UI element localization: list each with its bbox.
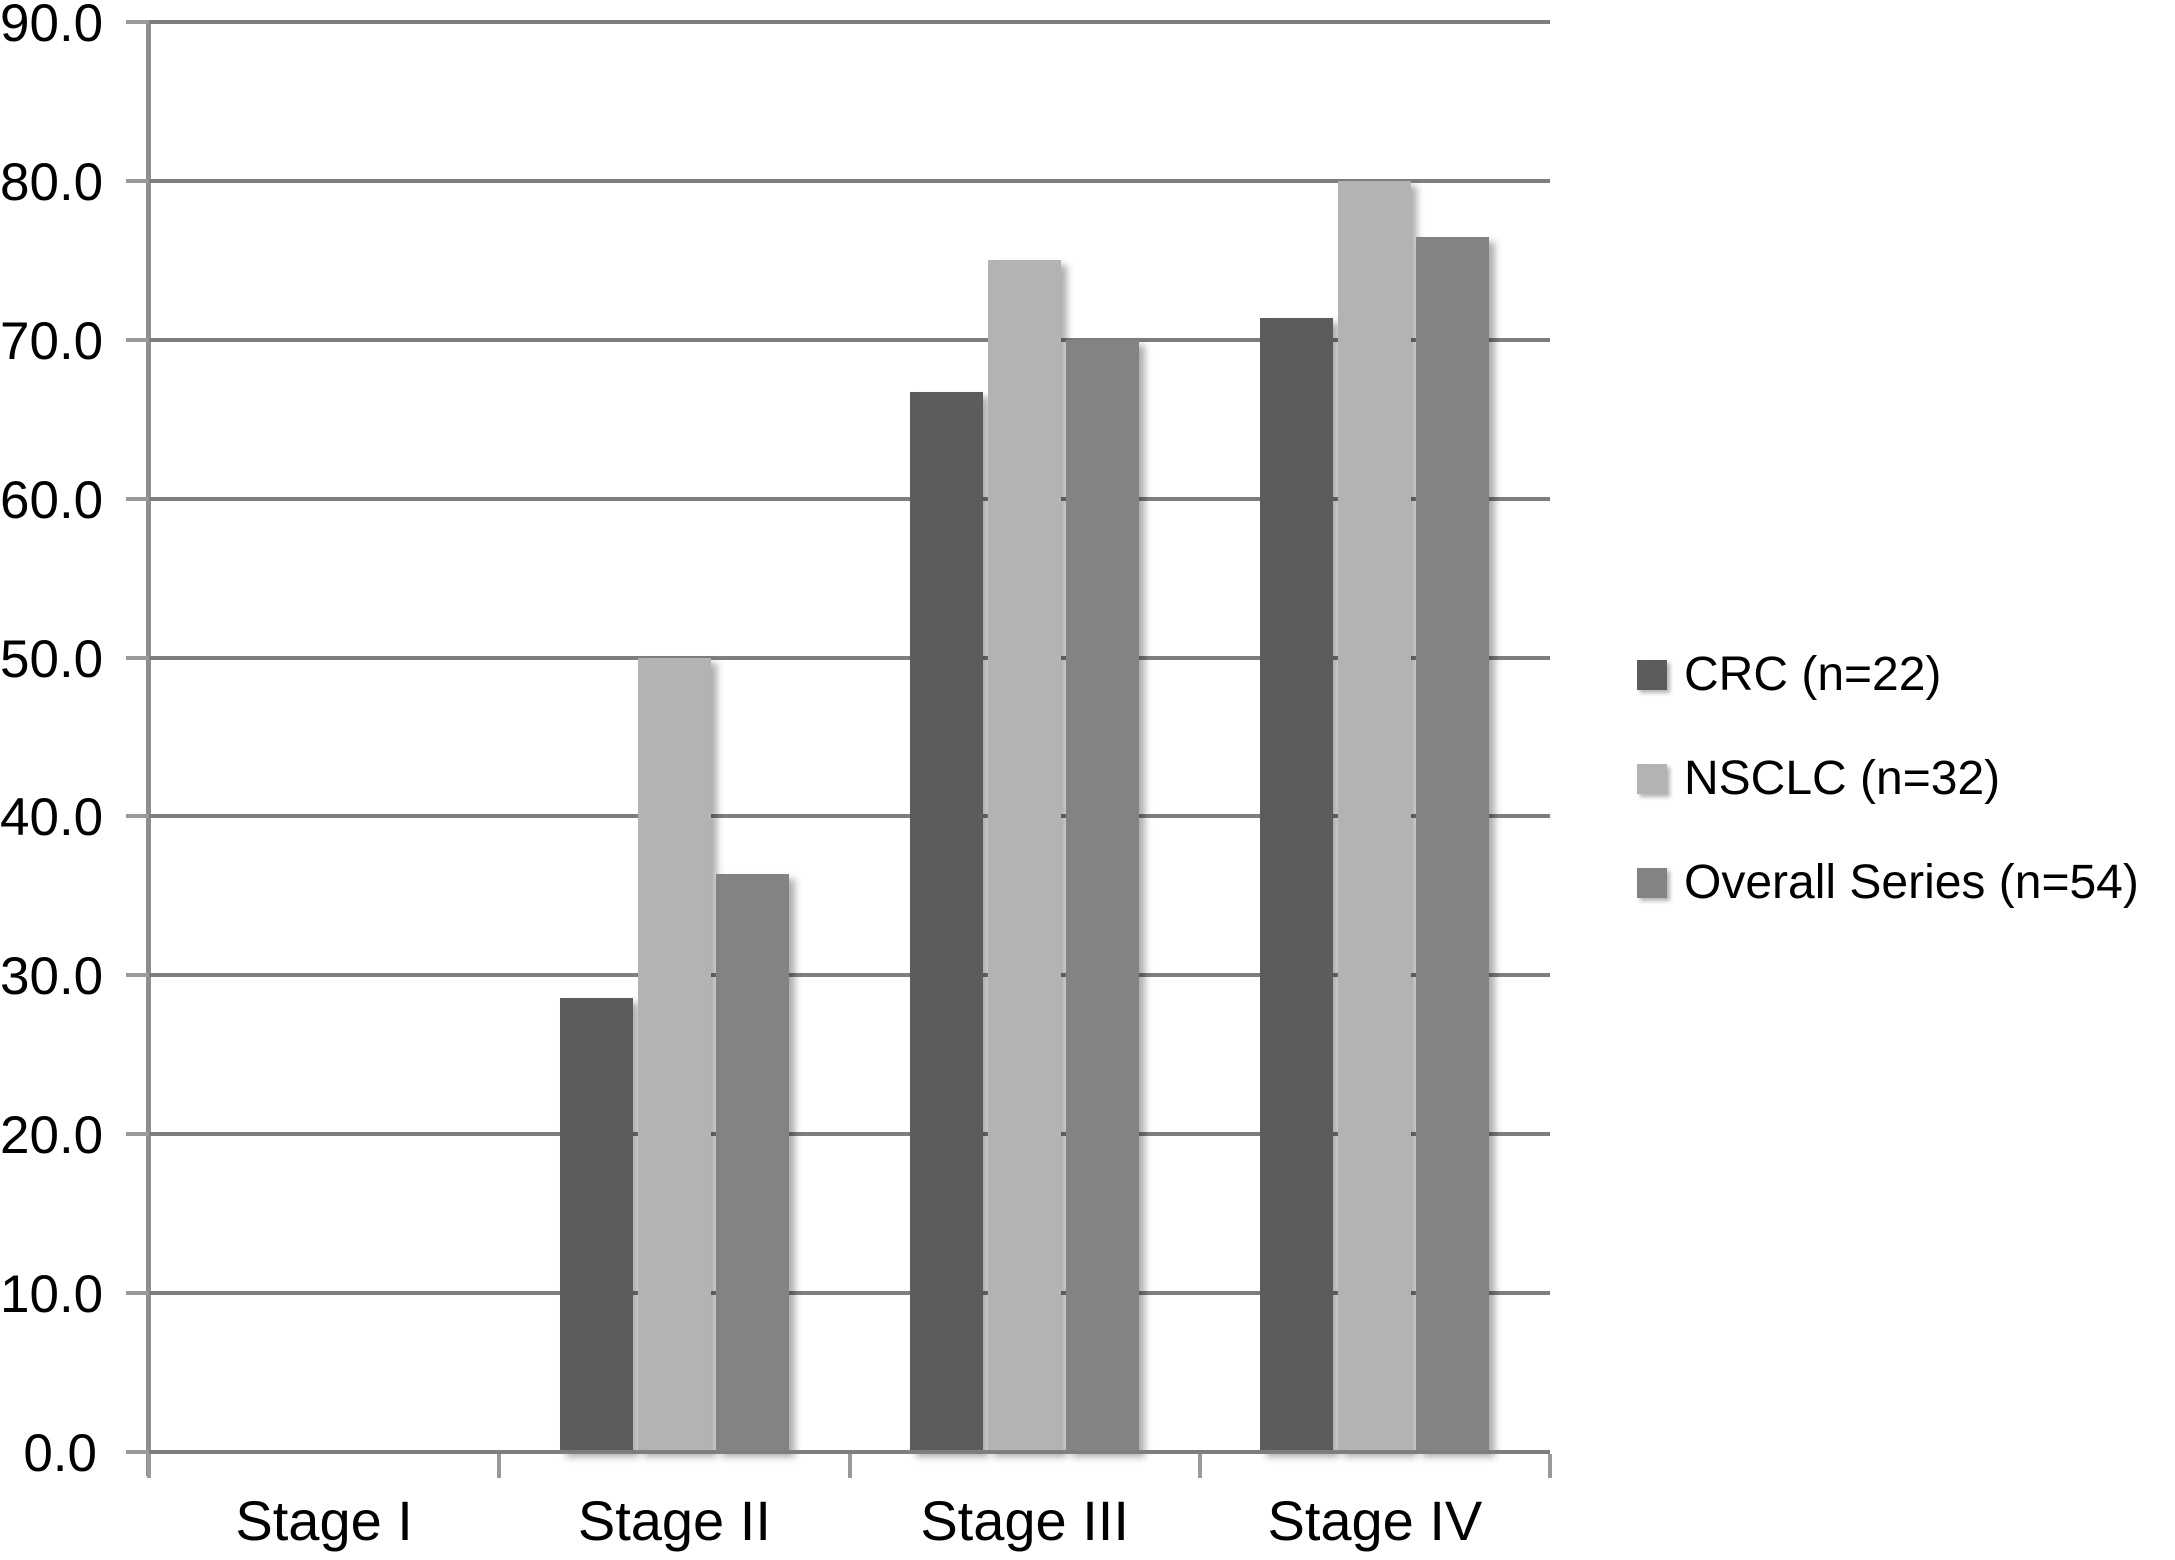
- x-axis-label: Stage I: [235, 1489, 413, 1552]
- y-axis-tick-label: 40.0: [0, 788, 104, 848]
- bar-group-stage-iv: [1200, 22, 1550, 1452]
- y-axis-tick-label: 90.0: [0, 0, 104, 53]
- bar-series-1: [637, 657, 711, 1452]
- bar-series-1: [1338, 180, 1412, 1452]
- gridline: [149, 1291, 1550, 1296]
- y-axis-tick: [126, 973, 149, 978]
- gridline: [149, 337, 1550, 342]
- gridline: [149, 496, 1550, 501]
- y-axis-tick-label: 30.0: [0, 947, 104, 1007]
- x-axis-label: Stage IV: [1267, 1489, 1483, 1552]
- gridline: [149, 1132, 1550, 1137]
- x-axis-labels: Stage I Stage II Stage III Stage IV: [149, 1490, 1550, 1552]
- y-axis-tick-label: 10.0: [0, 1265, 104, 1325]
- bar-series-1: [988, 260, 1062, 1452]
- gridline: [149, 20, 1550, 24]
- x-axis-tick: [847, 1454, 852, 1478]
- legend-label: NSCLC (n=32): [1684, 752, 2001, 805]
- legend-swatch: [1637, 868, 1667, 898]
- legend-label: CRC (n=22): [1684, 648, 1942, 701]
- y-axis-tick: [126, 814, 149, 819]
- x-axis-tick: [1548, 1454, 1552, 1478]
- x-axis-tick: [147, 1454, 151, 1478]
- legend-item: Overall Series (n=54): [1637, 856, 2139, 909]
- y-axis-tick-label: 0.0: [23, 1424, 97, 1483]
- y-axis-tick-label: 80.0: [0, 152, 104, 212]
- y-axis-tick: [126, 1132, 149, 1137]
- y-axis-tick-label: 20.0: [0, 1106, 104, 1166]
- y-axis-tick: [126, 496, 149, 501]
- legend-label: Overall Series (n=54): [1684, 856, 2139, 909]
- bar-series-2: [1066, 339, 1140, 1452]
- bar-series-2: [1416, 236, 1490, 1452]
- legend-swatch: [1637, 764, 1667, 794]
- y-axis-tick: [126, 20, 149, 24]
- gridline: [149, 973, 1550, 978]
- bar-group-stage-ii: [499, 22, 849, 1452]
- y-axis-labels: 90.0 80.0 70.0 60.0 50.0 40.0 30.0 20.0 10.0 0.0: [0, 0, 104, 1560]
- gridline: [149, 814, 1550, 819]
- gridline: [149, 655, 1550, 660]
- y-axis-tick-label: 60.0: [0, 470, 104, 530]
- legend-swatch: [1637, 660, 1667, 690]
- y-axis-tick: [126, 1291, 149, 1296]
- bar-series-0: [1260, 317, 1334, 1452]
- y-axis-tick: [126, 1450, 149, 1454]
- y-axis-tick: [126, 655, 149, 660]
- legend: CRC (n=22) NSCLC (n=32) Overall Series (n=…: [1637, 648, 2139, 964]
- bar-series-0: [559, 997, 633, 1452]
- bar-series-2: [715, 873, 789, 1452]
- gridline: [149, 1450, 1550, 1454]
- bar-group-stage-iii: [850, 22, 1200, 1452]
- gridline: [149, 178, 1550, 183]
- y-axis-line: [146, 22, 151, 1476]
- legend-item: NSCLC (n=32): [1637, 752, 2139, 805]
- plot-area: [126, 20, 1552, 1478]
- y-axis-tick-label: 70.0: [0, 311, 104, 371]
- x-axis-label: Stage III: [920, 1489, 1129, 1552]
- x-axis-tick: [497, 1454, 502, 1478]
- legend-item: CRC (n=22): [1637, 648, 2139, 701]
- y-axis-tick: [126, 337, 149, 342]
- y-axis-tick-label: 50.0: [0, 629, 104, 689]
- x-axis-tick: [1197, 1454, 1202, 1478]
- bar-series-0: [910, 392, 984, 1452]
- bar-group-stage-i: [149, 22, 499, 1452]
- y-axis-tick: [126, 178, 149, 183]
- x-axis-label: Stage II: [577, 1489, 771, 1552]
